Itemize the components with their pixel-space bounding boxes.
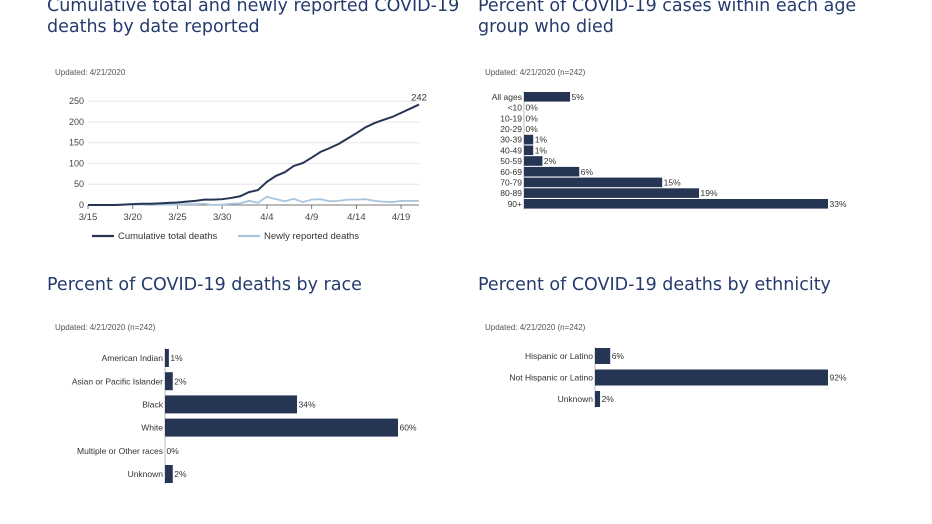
- age-category-label: 70-79: [500, 177, 522, 187]
- age-category-label: 30-39: [500, 135, 522, 145]
- age-bar: [524, 199, 828, 209]
- title-line: group who died: [478, 17, 614, 37]
- race-bar: [165, 418, 398, 437]
- ethnicity-category-label: Not Hispanic or Latino: [509, 373, 593, 383]
- ethnicity-bar: [595, 391, 601, 407]
- x-tick-label: 3/25: [168, 212, 187, 223]
- race-category-label: Multiple or Other races: [77, 446, 163, 456]
- race-value-label: 2%: [174, 469, 187, 479]
- ethnicity-bar: [595, 348, 611, 364]
- age-bar: [524, 156, 543, 166]
- race-value-label: 60%: [400, 423, 417, 433]
- age-value-label: 0%: [526, 103, 539, 113]
- legend-label-cumulative: Cumulative total deaths: [118, 231, 218, 242]
- race-bar: [165, 395, 298, 414]
- updated-note: Updated: 4/21/2020 (n=242): [55, 323, 156, 332]
- x-tick-label: 3/20: [123, 212, 142, 223]
- age-category-label: 40-49: [500, 145, 522, 155]
- age-category-label: 10-19: [500, 113, 522, 123]
- age-value-label: 6%: [581, 167, 594, 177]
- age-value-label: 19%: [701, 188, 718, 198]
- age-category-label: <10: [508, 103, 523, 113]
- y-tick-label: 100: [69, 158, 84, 168]
- age-bar: [524, 177, 663, 188]
- ethnicity-category-label: Unknown: [558, 394, 594, 404]
- ethnicity-category-label: Hispanic or Latino: [525, 351, 593, 361]
- race-value-label: 2%: [174, 376, 187, 386]
- end-data-label: 242: [411, 93, 427, 104]
- age-value-label: 5%: [572, 92, 585, 102]
- race-value-label: 1%: [170, 353, 183, 363]
- race-category-label: Black: [142, 399, 164, 409]
- age-value-label: 0%: [526, 124, 539, 134]
- x-tick-label: 4/4: [260, 212, 273, 223]
- x-tick-label: 4/14: [347, 212, 366, 223]
- age-bar: [524, 145, 534, 156]
- race-bar: [165, 349, 169, 367]
- x-tick-label: 3/30: [213, 212, 232, 223]
- age-category-label: 90+: [508, 199, 522, 209]
- age-value-label: 0%: [526, 113, 539, 123]
- legend-label-newly-reported: Newly reported deaths: [264, 231, 359, 242]
- age-value-label: 33%: [830, 199, 847, 209]
- title-line: Cumulative total and newly reported COVI…: [47, 0, 460, 16]
- age-bar: [524, 134, 534, 145]
- y-tick-label: 50: [74, 179, 84, 189]
- age-category-label: 60-69: [500, 167, 522, 177]
- title-line: Percent of COVID-19 cases within each ag…: [478, 0, 857, 16]
- y-tick-label: 150: [69, 138, 84, 148]
- age-bar: [524, 92, 571, 102]
- age-value-label: 15%: [664, 177, 681, 187]
- race-bar: [165, 372, 173, 391]
- race-category-label: White: [141, 423, 163, 433]
- ethnicity-title: Percent of COVID-19 deaths by ethnicity: [478, 275, 831, 295]
- age-bar: [524, 166, 580, 177]
- age-value-label: 2%: [544, 156, 557, 166]
- y-tick-label: 0: [79, 200, 84, 210]
- race-bar: [165, 465, 173, 483]
- ethnicity-value-label: 6%: [612, 351, 625, 361]
- cumulative-deaths-title: Cumulative total and newly reported COVI…: [47, 0, 459, 38]
- updated-note: Updated: 4/21/2020 (n=242): [485, 68, 586, 77]
- updated-note: Updated: 4/21/2020: [55, 68, 126, 77]
- race-category-label: Unknown: [128, 469, 164, 479]
- age-category-label: 20-29: [500, 124, 522, 134]
- x-tick-label: 3/15: [79, 212, 98, 223]
- updated-note: Updated: 4/21/2020 (n=242): [485, 323, 586, 332]
- cumulative-total-deaths-line: [88, 103, 420, 206]
- race-title: Percent of COVID-19 deaths by race: [47, 275, 362, 295]
- age-value-label: 1%: [535, 135, 548, 145]
- title-line: deaths by date reported: [47, 17, 260, 37]
- race-category-label: Asian or Pacific Islander: [72, 376, 163, 386]
- ethnicity-value-label: 92%: [830, 373, 847, 383]
- x-tick-label: 4/9: [305, 212, 318, 223]
- age-group-title: Percent of COVID-19 cases within each ag…: [478, 0, 856, 38]
- race-value-label: 0%: [167, 446, 180, 456]
- age-category-label: 80-89: [500, 188, 522, 198]
- age-value-label: 1%: [535, 145, 548, 155]
- ethnicity-bar: [595, 369, 828, 386]
- x-tick-label: 4/19: [392, 212, 411, 223]
- y-tick-label: 200: [69, 117, 84, 127]
- age-bar: [524, 188, 700, 198]
- y-tick-label: 250: [69, 96, 84, 106]
- race-value-label: 34%: [299, 399, 316, 409]
- race-category-label: American Indian: [102, 353, 164, 363]
- age-category-label: 50-59: [500, 156, 522, 166]
- age-category-label: All ages: [492, 92, 522, 102]
- ethnicity-value-label: 2%: [602, 394, 615, 404]
